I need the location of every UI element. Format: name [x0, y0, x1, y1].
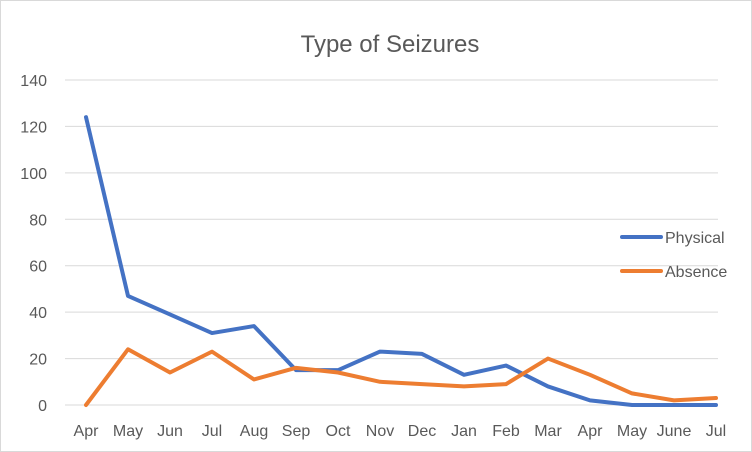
x-tick-label: Oct: [326, 423, 351, 440]
x-tick-label: May: [113, 423, 143, 440]
y-tick-label: 20: [29, 352, 47, 369]
x-tick-label: May: [617, 423, 647, 440]
y-tick-label: 140: [20, 73, 47, 90]
y-tick-label: 60: [29, 259, 47, 276]
x-tick-label: Sep: [282, 423, 311, 440]
gridlines: [65, 79, 718, 406]
series-line-absence: [84, 347, 718, 407]
legend-label-physical: Physical: [665, 230, 725, 247]
x-tick-label: Mar: [534, 423, 562, 440]
x-tick-label: Apr: [74, 423, 100, 440]
x-tick-label: Nov: [366, 423, 394, 440]
x-tick-label: Jul: [706, 423, 726, 440]
y-tick-label: 80: [29, 212, 47, 229]
x-tick-label: Feb: [492, 423, 520, 440]
x-tick-label: Jul: [202, 423, 222, 440]
y-tick-label: 0: [38, 398, 47, 415]
x-tick-label: Dec: [408, 423, 436, 440]
x-axis-ticks: Apr May Jun Jul Aug Sep Oct Nov Dec Jan Feb Mar Apr M…: [74, 423, 727, 440]
x-tick-label: June: [657, 423, 692, 440]
x-tick-label: Jun: [157, 423, 183, 440]
x-tick-label: Aug: [240, 423, 268, 440]
y-tick-label: 40: [29, 305, 47, 322]
y-tick-label: 120: [20, 119, 47, 136]
legend: Physical Absence: [620, 230, 727, 281]
x-tick-label: Jan: [451, 423, 477, 440]
y-axis-ticks: 0 20 40 60 80 100 120 140: [20, 73, 47, 415]
y-tick-label: 100: [20, 166, 47, 183]
chart-title: Type of Seizures: [301, 31, 480, 58]
x-tick-label: Apr: [578, 423, 604, 440]
legend-label-absence: Absence: [665, 264, 727, 281]
series-lines: [84, 115, 718, 407]
series-line-physical: [84, 115, 718, 407]
